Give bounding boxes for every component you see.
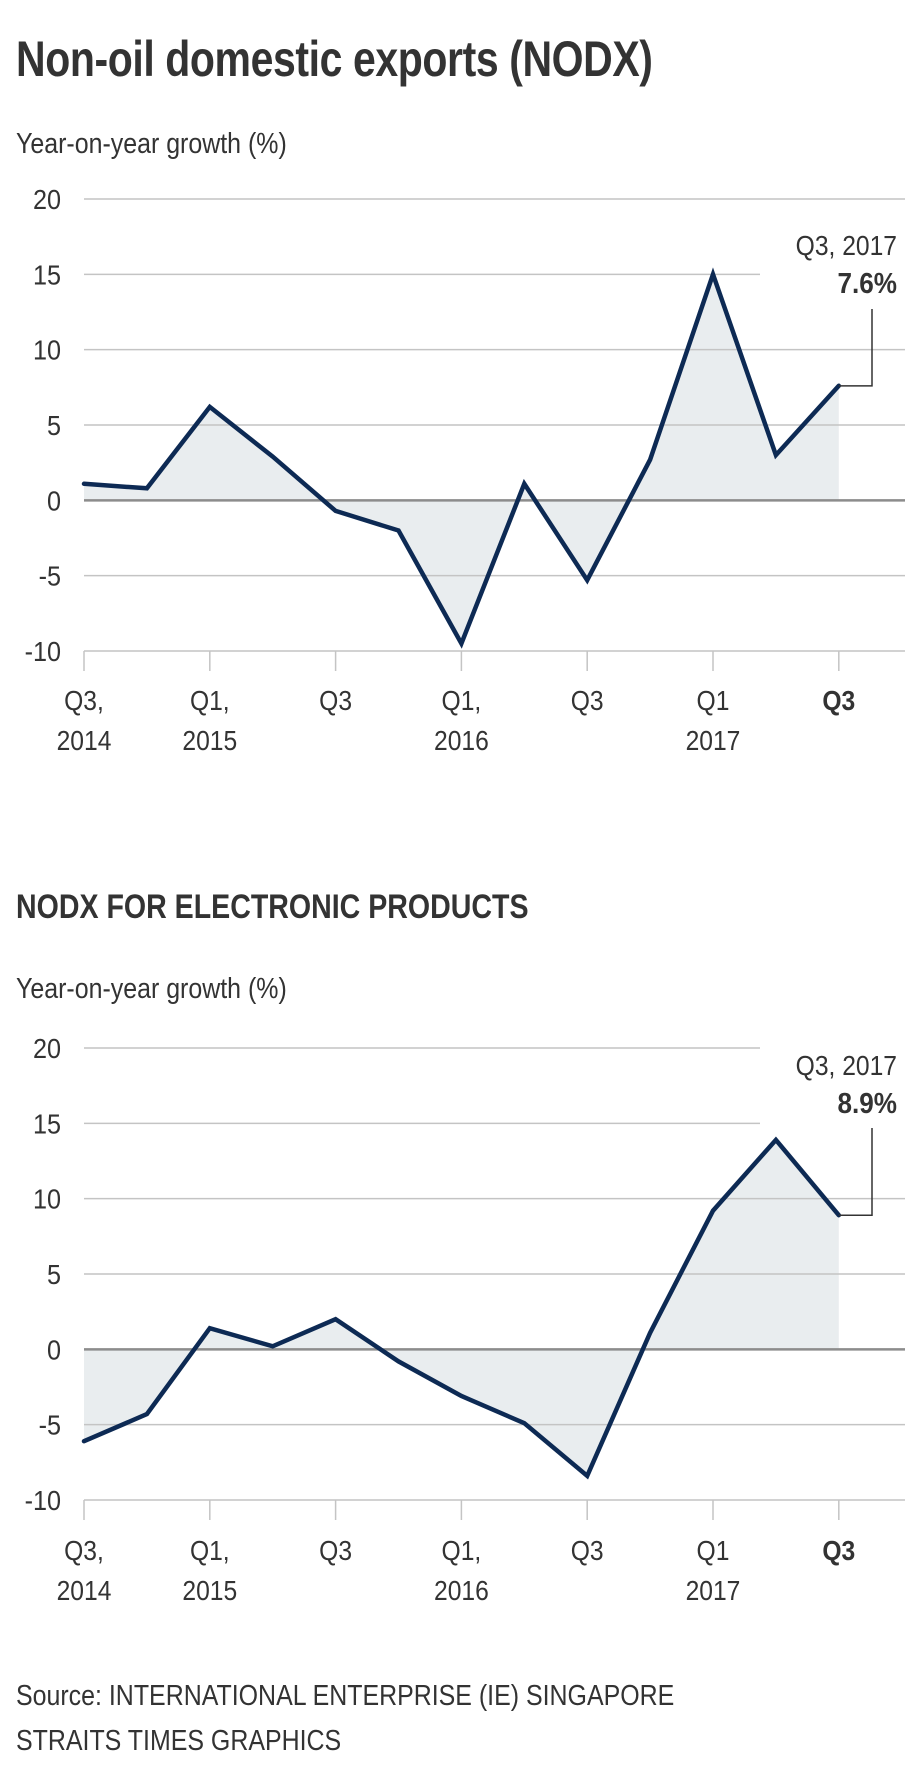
y-tick-label: -10: [25, 636, 61, 668]
source-note: Source: INTERNATIONAL ENTERPRISE (IE) SI…: [16, 1680, 675, 1712]
area-fill: [84, 274, 839, 644]
chart2-y-axis-label: Year-on-year growth (%): [16, 973, 287, 1005]
credit-note: STRAITS TIMES GRAPHICS: [16, 1725, 342, 1757]
y-tick-label: 0: [47, 1334, 61, 1366]
data-point: [333, 1317, 338, 1322]
data-point: [773, 1137, 778, 1142]
x-tick-label: Q3: [822, 685, 855, 717]
y-tick-label: -5: [39, 560, 61, 592]
callout-value-label: 7.6%: [838, 267, 897, 300]
x-tick-label: Q1,: [442, 1535, 482, 1567]
y-tick-label: 10: [33, 1183, 61, 1215]
x-tick-label: Q3: [319, 685, 352, 717]
y-tick-label: 20: [33, 1033, 61, 1065]
y-tick-label: 15: [33, 259, 61, 291]
x-tick-year-label: 2015: [182, 725, 237, 757]
x-tick-label: Q3,: [64, 1535, 104, 1567]
y-tick-label: -10: [25, 1485, 61, 1517]
y-tick-label: 5: [47, 1259, 61, 1291]
x-tick-label: Q1,: [190, 685, 230, 717]
x-tick-label: Q3: [571, 685, 604, 717]
data-point: [144, 1412, 149, 1417]
x-tick-label: Q3: [319, 1535, 352, 1567]
chart1-y-axis-label: Year-on-year growth (%): [16, 128, 287, 160]
data-point: [648, 1330, 653, 1335]
callout-leader-line: [838, 1128, 873, 1216]
data-line: [81, 1136, 842, 1480]
data-point: [711, 1208, 716, 1213]
y-tick-label: 10: [33, 334, 61, 366]
data-point: [396, 1359, 401, 1364]
data-point: [522, 1421, 527, 1426]
x-tick-year-label: 2016: [434, 725, 489, 757]
callout-period-label: Q3, 2017: [796, 1050, 897, 1082]
x-tick-label: Q1: [697, 685, 730, 717]
y-tick-label: 20: [33, 184, 61, 216]
x-tick-label: Q1,: [190, 1535, 230, 1567]
x-tick-year-label: 2015: [182, 1575, 237, 1607]
chart2-title: NODX FOR ELECTRONIC PRODUCTS: [16, 888, 529, 926]
data-point: [270, 1344, 275, 1349]
x-tick-label: Q1,: [442, 685, 482, 717]
x-tick-year-label: 2017: [686, 1575, 741, 1607]
x-tick-year-label: 2017: [686, 725, 741, 757]
data-point: [82, 1439, 87, 1444]
x-tick-year-label: 2016: [434, 1575, 489, 1607]
data-point: [585, 1473, 590, 1478]
x-tick-label: Q3: [571, 1535, 604, 1567]
area-fill: [84, 1139, 839, 1476]
x-tick-year-label: 2014: [57, 725, 112, 757]
data-point: [207, 1326, 212, 1331]
callout-period-label: Q3, 2017: [796, 230, 897, 262]
page-title: Non-oil domestic exports (NODX): [16, 31, 653, 87]
data-point: [459, 1394, 464, 1399]
x-tick-label: Q3,: [64, 685, 104, 717]
y-tick-label: 0: [47, 485, 61, 517]
callout-value-label: 8.9%: [838, 1087, 897, 1120]
data-line: [81, 267, 842, 649]
x-tick-label: Q1: [697, 1535, 730, 1567]
y-tick-label: 15: [33, 1108, 61, 1140]
callout-leader-line: [838, 309, 873, 387]
y-tick-label: 5: [47, 410, 61, 442]
y-tick-label: -5: [39, 1409, 61, 1441]
x-tick-label: Q3: [822, 1535, 855, 1567]
x-tick-year-label: 2014: [57, 1575, 112, 1607]
